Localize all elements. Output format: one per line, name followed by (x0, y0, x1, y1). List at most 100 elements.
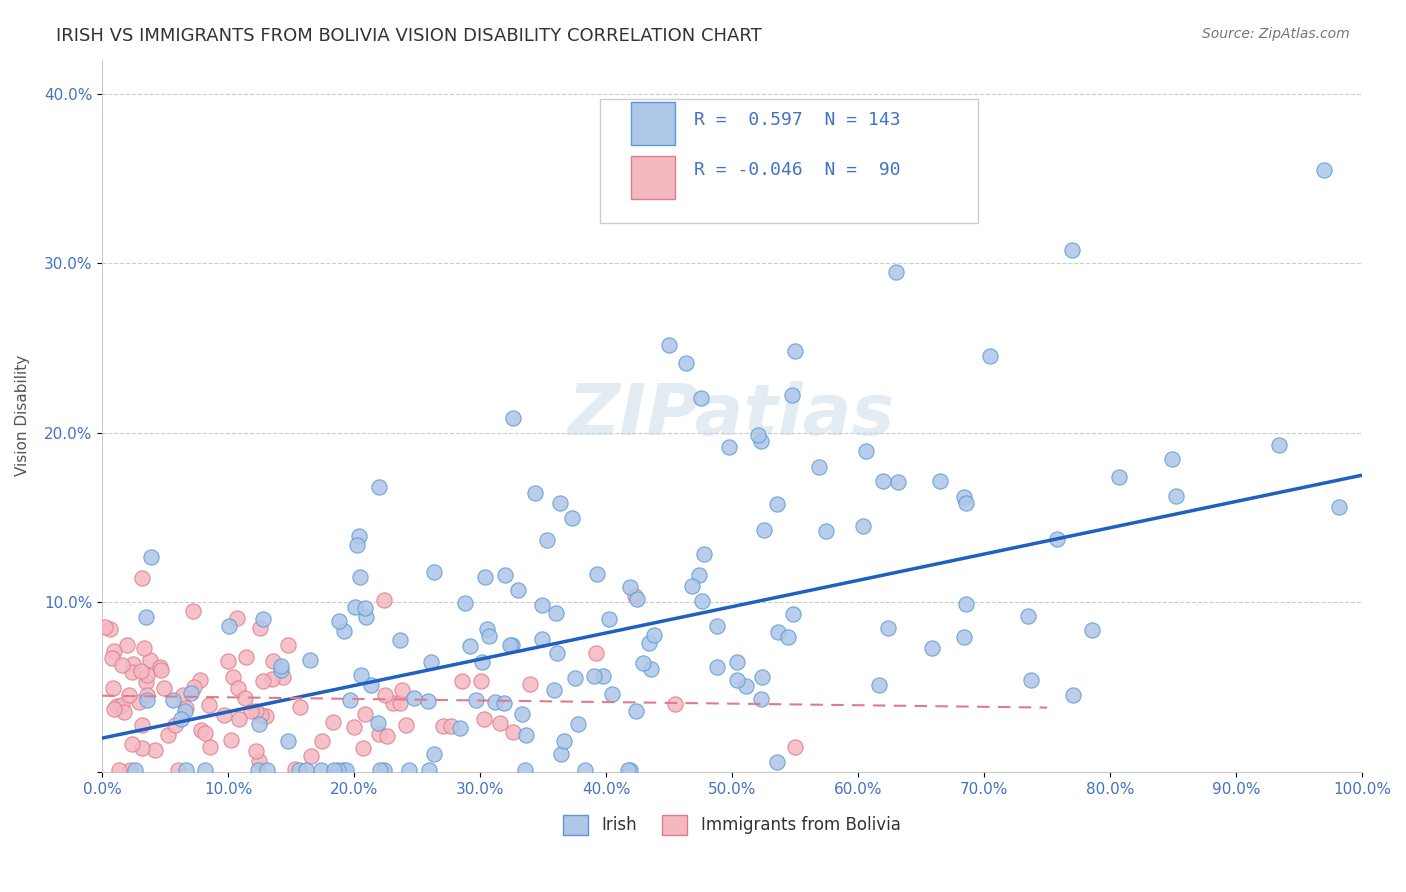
Point (149, 663, 172, 677)
Point (328, 614, 350, 628)
Point (284, 762, 307, 776)
Point (749, 692, 772, 706)
Point (884, 265, 907, 279)
Point (131, 740, 153, 755)
Point (706, 660, 728, 674)
Point (725, 673, 748, 688)
Point (367, 715, 389, 730)
Point (368, 727, 391, 741)
Point (506, 582, 529, 597)
Point (103, 702, 125, 716)
Point (108, 764, 131, 778)
Point (153, 681, 176, 695)
Point (626, 704, 648, 718)
Point (122, 657, 145, 671)
Point (1313, 162, 1336, 177)
Point (226, 681, 249, 695)
Point (478, 629, 501, 643)
Point (373, 764, 395, 778)
Point (249, 707, 271, 722)
Point (162, 693, 184, 707)
Point (550, 747, 572, 762)
Point (619, 764, 641, 778)
Point (530, 632, 553, 646)
Point (344, 599, 367, 614)
Point (225, 611, 247, 625)
Point (131, 571, 153, 585)
Point (553, 734, 575, 748)
Point (688, 568, 710, 582)
Point (311, 734, 333, 748)
Point (617, 764, 640, 778)
Point (167, 764, 190, 778)
Point (299, 748, 322, 763)
Point (536, 533, 558, 547)
Point (121, 665, 143, 679)
Point (136, 668, 159, 682)
Point (252, 673, 274, 688)
Point (139, 653, 162, 667)
Point (643, 628, 665, 642)
Point (398, 764, 420, 778)
Point (288, 699, 311, 714)
Point (477, 622, 499, 636)
Point (574, 764, 596, 778)
Point (561, 511, 583, 525)
Point (135, 674, 157, 689)
Point (489, 715, 512, 730)
Point (101, 681, 124, 696)
Point (955, 597, 977, 611)
Point (783, 344, 806, 359)
Point (474, 570, 496, 584)
Point (484, 695, 506, 709)
Point (952, 630, 974, 644)
Point (815, 524, 838, 538)
Point (519, 677, 541, 691)
Point (681, 579, 703, 593)
Point (239, 704, 262, 718)
Point (690, 594, 713, 608)
Point (855, 444, 877, 458)
Text: R =  0.597  N = 143: R = 0.597 N = 143 (695, 112, 901, 129)
Point (747, 427, 769, 442)
Point (693, 548, 716, 562)
Point (260, 672, 283, 686)
Point (180, 686, 202, 700)
Point (382, 696, 405, 710)
Point (149, 660, 172, 674)
Point (270, 663, 292, 677)
Point (353, 706, 375, 721)
Point (228, 712, 250, 726)
Point (664, 698, 686, 712)
Point (246, 764, 269, 778)
Point (256, 709, 278, 723)
Point (349, 529, 371, 543)
Point (105, 699, 128, 714)
Point (725, 655, 748, 669)
Point (1062, 688, 1084, 702)
Point (626, 591, 648, 606)
Point (928, 474, 950, 488)
Point (675, 356, 697, 370)
Point (602, 688, 624, 702)
Point (465, 693, 488, 707)
Point (277, 638, 299, 652)
Point (619, 580, 641, 594)
Point (339, 693, 361, 707)
Point (494, 567, 516, 582)
Point (135, 688, 157, 702)
Point (585, 646, 607, 660)
Point (640, 662, 662, 676)
Point (252, 612, 274, 626)
Point (131, 664, 153, 678)
Point (754, 524, 776, 538)
Point (953, 490, 976, 504)
Point (718, 440, 741, 454)
Point (776, 630, 799, 644)
Point (592, 668, 614, 682)
Point (470, 673, 492, 688)
Point (515, 727, 537, 741)
Point (451, 674, 474, 689)
Point (1081, 624, 1104, 638)
Point (299, 653, 322, 667)
